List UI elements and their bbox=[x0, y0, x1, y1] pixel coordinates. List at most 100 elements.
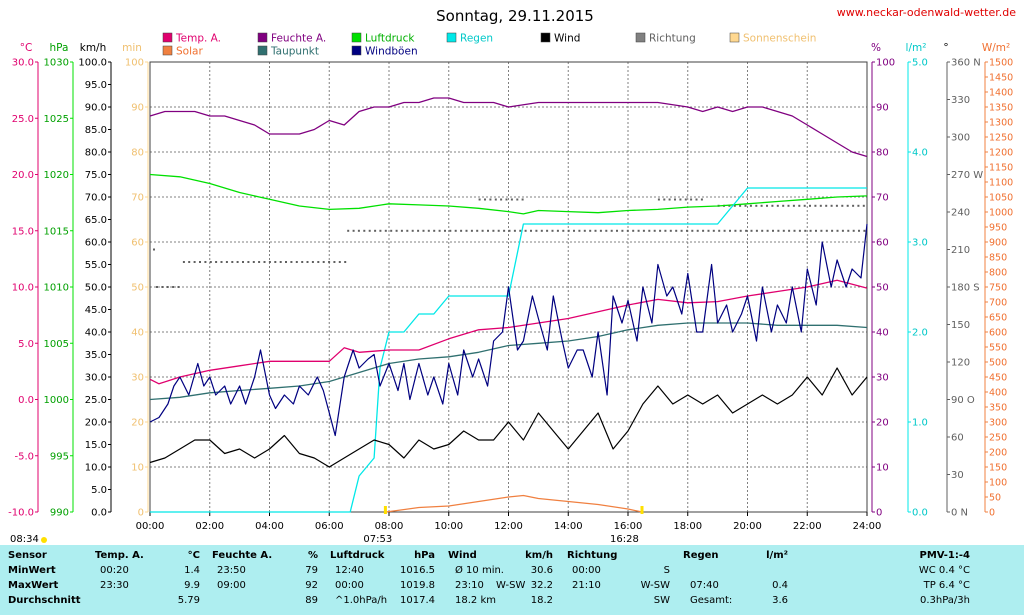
pressure-axis-label: 1000 bbox=[44, 395, 69, 406]
direction-dot bbox=[664, 229, 667, 232]
humidity-axis-label: 0 bbox=[876, 508, 882, 519]
row-label: Durchschnitt bbox=[8, 595, 81, 606]
direction-dot bbox=[573, 229, 575, 232]
direction-dot bbox=[723, 229, 726, 232]
direction-dot bbox=[820, 229, 823, 232]
direction-dot bbox=[729, 229, 731, 232]
legend-swatch bbox=[162, 32, 173, 43]
header-wind: Wind bbox=[448, 550, 477, 561]
direction-dot bbox=[274, 261, 277, 263]
direction-dot bbox=[344, 261, 347, 263]
direction-dot bbox=[406, 229, 409, 232]
direction-dot bbox=[841, 204, 844, 207]
solar-axis-label: 1200 bbox=[989, 148, 1013, 159]
direction-dot bbox=[771, 204, 774, 207]
direction-axis-label: 180 S bbox=[951, 283, 980, 294]
direction-dot bbox=[478, 198, 481, 201]
header-rain-unit: l/m² bbox=[766, 550, 788, 561]
sunshine-axis-label: 80 bbox=[131, 148, 144, 159]
direction-dot bbox=[776, 204, 779, 207]
legend-swatch bbox=[162, 45, 173, 56]
direction-dot bbox=[279, 261, 282, 263]
solar-axis-label: 700 bbox=[989, 298, 1007, 309]
x-tick-label: 00:00 bbox=[136, 521, 165, 532]
gusts-series bbox=[149, 223, 868, 437]
wind-axis-label: 50.0 bbox=[85, 283, 107, 294]
solar-axis-label: 1400 bbox=[989, 88, 1013, 99]
stats-table: Sensor Temp. A. °C Feuchte A.% Luftdruck hPa W… bbox=[0, 545, 1024, 615]
rain-value: 0.4 bbox=[772, 580, 788, 591]
temp-axis-label: -5.0 bbox=[14, 451, 34, 462]
direction-dot bbox=[476, 229, 479, 232]
direction-dot bbox=[745, 229, 748, 232]
pressure-time: ^1.0hPa/h bbox=[335, 595, 388, 606]
rain-value: 3.6 bbox=[772, 595, 788, 606]
direction-axis-label: 330 bbox=[951, 95, 970, 106]
direction-dot bbox=[328, 261, 331, 263]
x-tick-label: 20:00 bbox=[733, 521, 762, 532]
temp-value: 9.9 bbox=[184, 580, 200, 591]
humidity-axis-label: 80 bbox=[876, 148, 889, 159]
direction-axis-label: 90 O bbox=[951, 395, 975, 406]
direction-dot bbox=[809, 229, 812, 232]
direction-dot bbox=[804, 229, 807, 232]
direction-dot bbox=[814, 204, 817, 207]
direction-dot bbox=[513, 229, 516, 232]
temp-axis-label: 15.0 bbox=[12, 226, 34, 237]
direction-dot bbox=[648, 229, 651, 232]
temp-axis-label: 5.0 bbox=[18, 339, 34, 350]
wind-axis-label: 65.0 bbox=[85, 215, 107, 226]
direction-dot bbox=[594, 229, 597, 232]
solar-axis-label: 250 bbox=[989, 433, 1007, 444]
website-link[interactable]: www.neckar-odenwald-wetter.de bbox=[837, 6, 1017, 19]
rain-time: Gesamt: bbox=[690, 595, 733, 606]
direction-dot bbox=[438, 229, 441, 232]
direction-dot bbox=[589, 229, 592, 232]
direction-dot bbox=[841, 229, 844, 232]
sun-markers: 08:34 07:53 16:28 bbox=[10, 506, 644, 545]
sun-marker bbox=[41, 537, 47, 543]
wind-axis-label: 75.0 bbox=[85, 170, 107, 181]
direction-axis-label: 360 N bbox=[951, 58, 981, 69]
solar-axis-label: 1050 bbox=[989, 193, 1013, 204]
humidity-axis-label: 90 bbox=[876, 103, 889, 114]
direction-dot bbox=[659, 229, 662, 232]
direction-dot bbox=[760, 204, 763, 207]
humidity-axis-label: 70 bbox=[876, 193, 889, 204]
direction-dot bbox=[825, 204, 828, 207]
direction-dot bbox=[236, 261, 239, 263]
humidity-series bbox=[149, 97, 868, 158]
solar-axis-label: 1300 bbox=[989, 118, 1013, 129]
humidity-value: 79 bbox=[305, 565, 318, 576]
direction-dot bbox=[500, 198, 503, 201]
direction-dot bbox=[444, 229, 446, 232]
direction-dot bbox=[374, 229, 377, 232]
temp-axis-label: 20.0 bbox=[12, 170, 34, 181]
solar-axis-label: 1150 bbox=[989, 163, 1013, 174]
direction-dot bbox=[700, 198, 703, 201]
direction-dot bbox=[733, 204, 736, 207]
weather-chart: 30.025.020.015.010.05.00.0-5.0-10.010301… bbox=[8, 6, 1017, 545]
pressure-axis-label: 1025 bbox=[44, 114, 69, 125]
direction-dot bbox=[333, 261, 336, 263]
solar-axis-label: 500 bbox=[989, 358, 1007, 369]
direction-dot bbox=[830, 204, 833, 207]
direction-dot bbox=[395, 229, 398, 232]
unit-temp: °C bbox=[20, 42, 33, 54]
direction-dot bbox=[193, 261, 196, 263]
rain-axis-label: 1.0 bbox=[912, 418, 928, 429]
solar-axis-label: 100 bbox=[989, 478, 1007, 489]
direction-dot bbox=[263, 261, 266, 263]
direction-dot bbox=[433, 229, 436, 232]
pressure-series bbox=[149, 173, 868, 215]
legend-label: Windböen bbox=[365, 46, 418, 58]
solar-axis-label: 1250 bbox=[989, 133, 1013, 144]
right-axes: 10090807060504030201005.04.03.02.01.00.0… bbox=[871, 58, 1013, 519]
direction-dot bbox=[357, 229, 360, 232]
direction-axis-label: 60 bbox=[951, 433, 964, 444]
direction-dot bbox=[172, 286, 175, 288]
x-tick-label: 14:00 bbox=[554, 521, 583, 532]
legend-swatch bbox=[257, 45, 268, 56]
sunshine-axis-label: 30 bbox=[131, 373, 144, 384]
direction-dot bbox=[567, 229, 570, 232]
